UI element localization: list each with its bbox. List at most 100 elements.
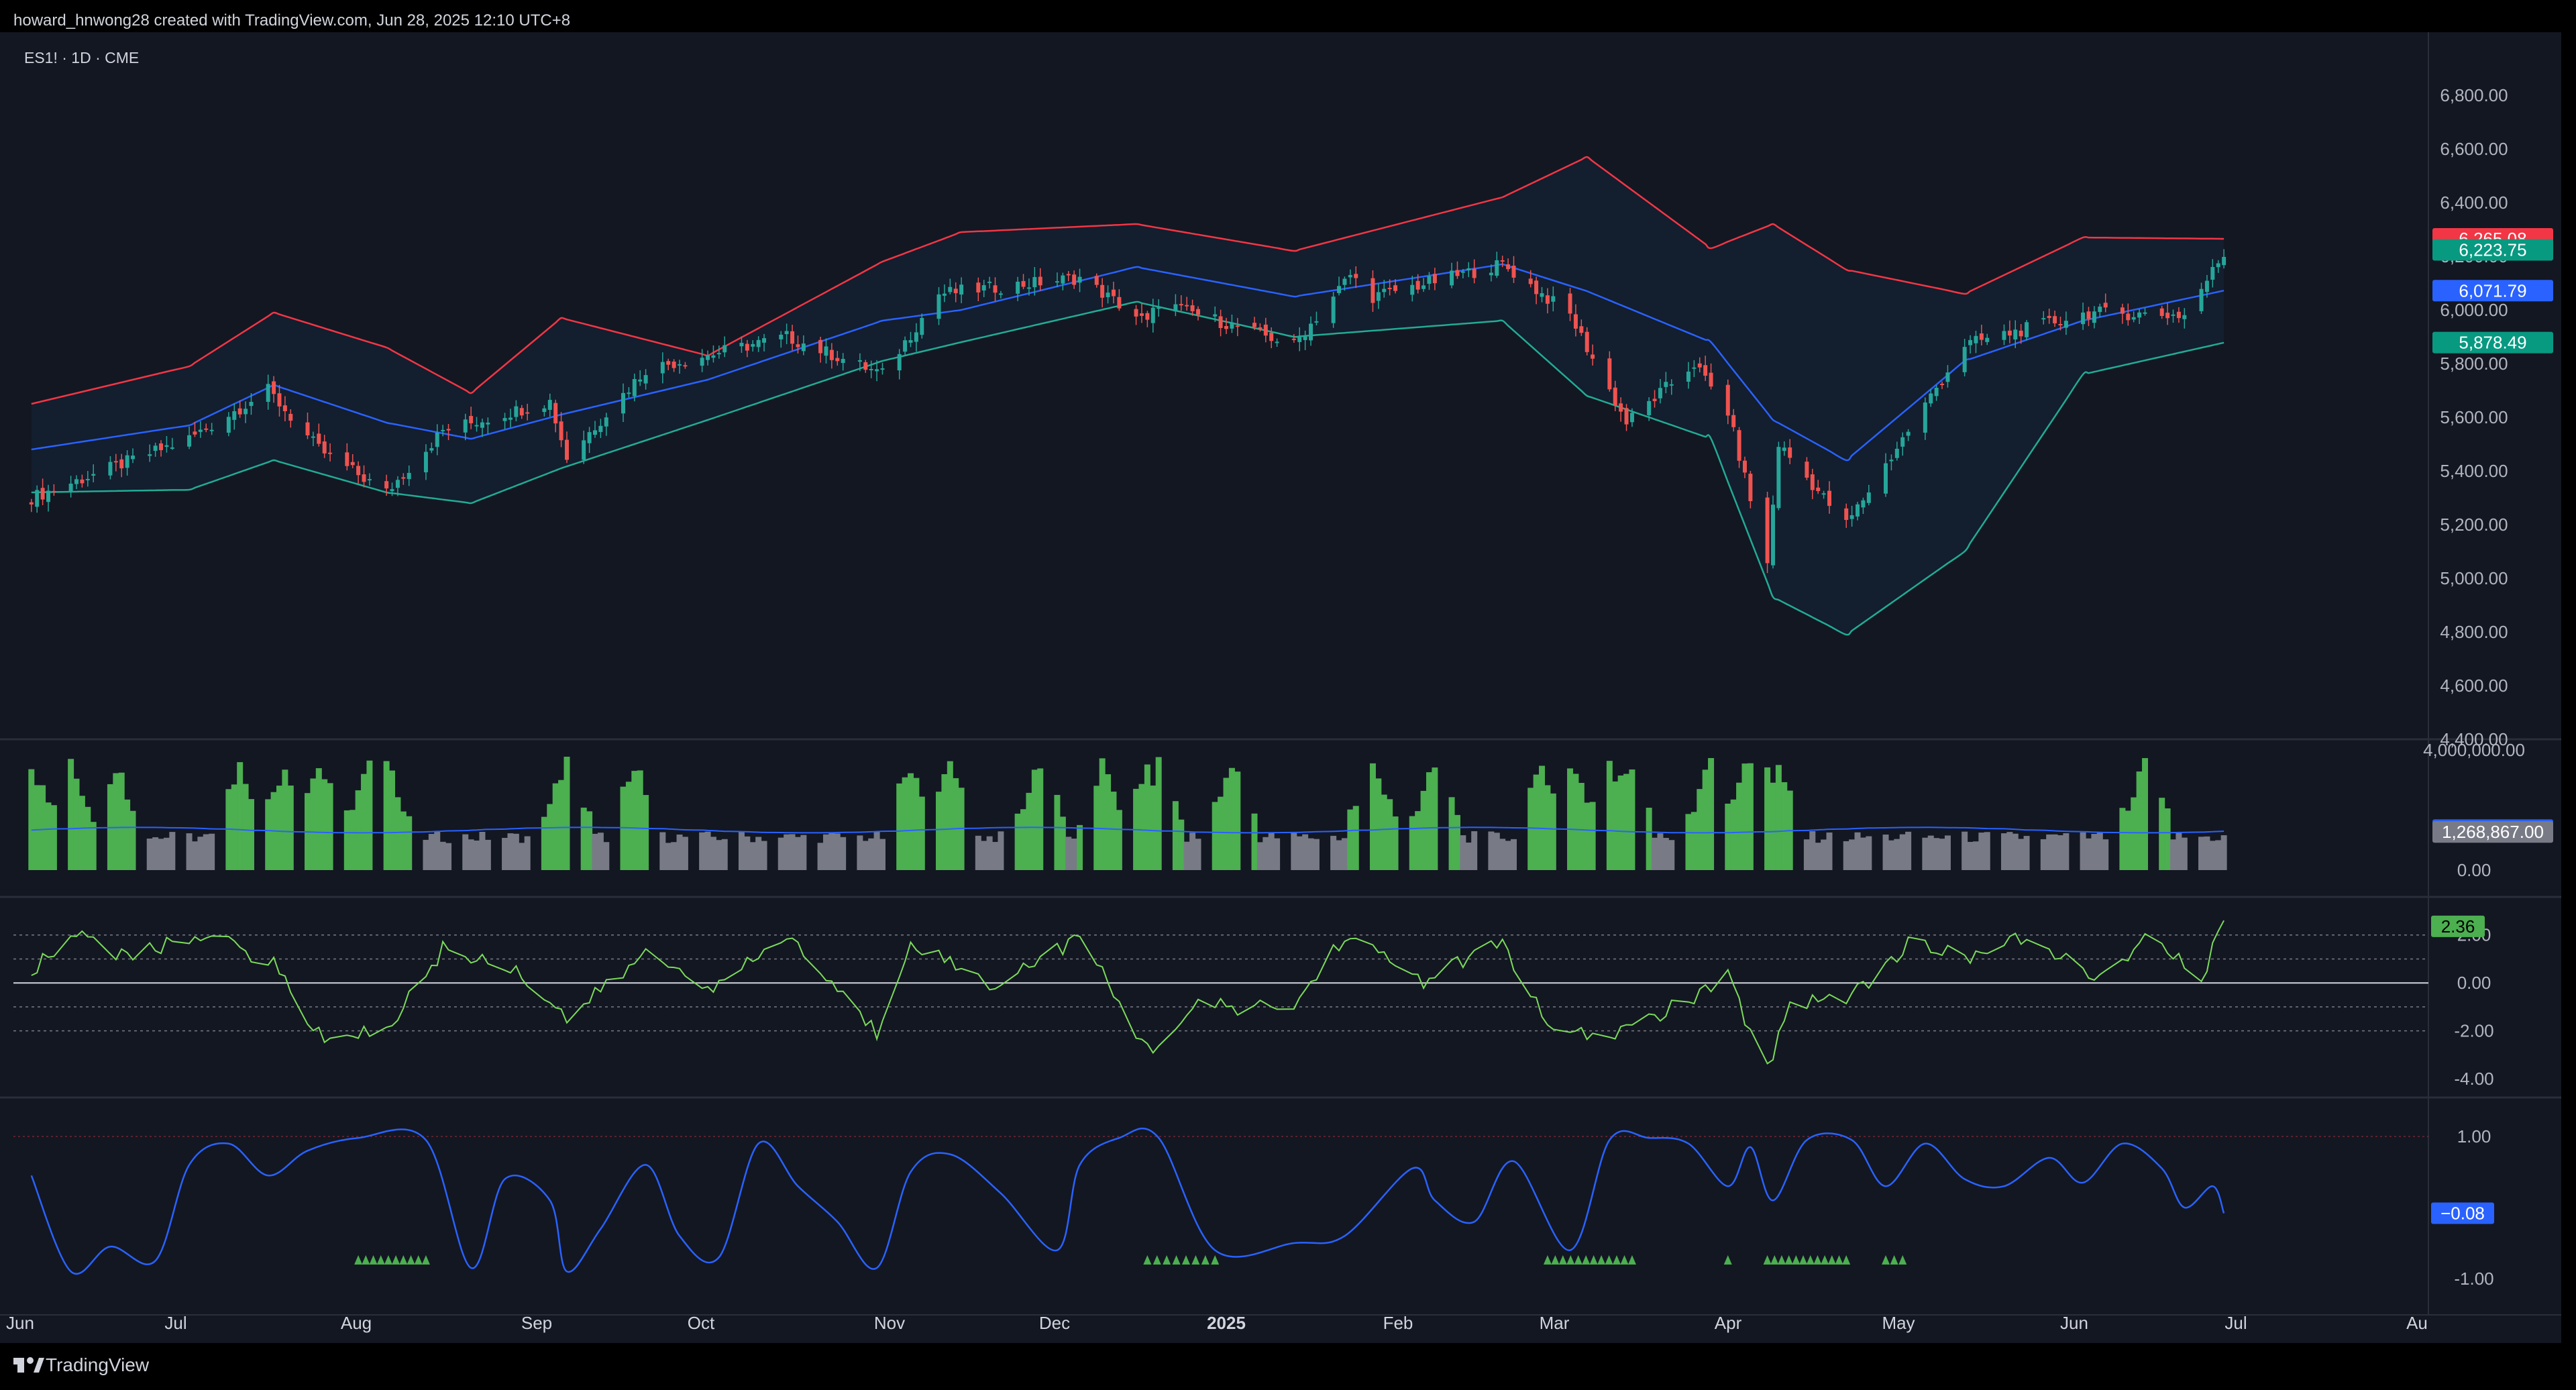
stochastic-value-badge[interactable]: −0.08 [2431,1202,2494,1224]
price-axis[interactable]: 6,800.006,600.006,400.006,200.006,000.00… [2423,85,2553,1289]
volume-bar[interactable] [1454,814,1460,870]
volume-bar[interactable] [209,833,215,870]
volume-bar[interactable] [1105,774,1112,870]
volume-bar[interactable] [659,832,666,870]
candle[interactable] [908,331,913,348]
volume-bar[interactable] [2142,758,2149,870]
candle[interactable] [818,336,823,363]
volume-bar[interactable] [2136,771,2143,870]
volume-bar[interactable] [1026,792,1032,870]
candle[interactable] [751,340,755,352]
candle[interactable] [857,353,862,372]
volume-bar[interactable] [163,837,170,870]
candle[interactable] [678,360,682,374]
volume-bar[interactable] [2220,835,2227,870]
candle[interactable] [1856,501,1860,521]
candle[interactable] [2210,259,2215,288]
volume-bar[interactable] [152,837,159,870]
volume-bar[interactable] [1071,839,1077,870]
candle[interactable] [288,409,293,428]
candle[interactable] [46,484,51,512]
candle[interactable] [1974,331,1978,354]
volume-bar[interactable] [1809,831,1816,870]
candle[interactable] [2137,309,2142,325]
candle[interactable] [1218,309,1223,337]
stochastic-line[interactable] [30,1127,2225,1275]
candle[interactable] [1940,381,1945,389]
candle[interactable] [486,417,490,435]
candle[interactable] [1692,360,1697,378]
candle[interactable] [1252,317,1257,331]
volume-bar[interactable] [1256,842,1263,870]
volume-bar[interactable] [146,838,153,870]
candle[interactable] [345,443,350,471]
candle[interactable] [1900,432,1905,456]
volume-bar[interactable] [631,771,638,870]
volume-bar[interactable] [755,837,762,870]
candle[interactable] [2222,249,2226,269]
volume-bar[interactable] [592,833,598,870]
volume-bar[interactable] [2085,838,2092,870]
volume-bar[interactable] [953,778,959,870]
candle[interactable] [1788,439,1792,464]
volume-bar[interactable] [716,840,722,870]
volume-bar[interactable] [1077,824,1083,870]
volume-bar[interactable] [625,782,632,870]
volume-bar[interactable] [129,810,136,870]
volume-bar[interactable] [158,839,164,870]
candle[interactable] [232,403,237,430]
candle[interactable] [1145,311,1150,327]
candle[interactable] [672,359,676,372]
candle[interactable] [119,453,124,478]
candle[interactable] [1585,327,1589,356]
volume-bar[interactable] [383,761,390,870]
volume-bar[interactable] [1420,790,1427,870]
volume-bar[interactable] [620,786,627,870]
candle[interactable] [1629,408,1634,427]
candle[interactable] [1805,457,1809,480]
candle[interactable] [1472,259,1477,284]
volume-bar[interactable] [1336,840,1342,870]
candle[interactable] [1765,491,1770,574]
candle[interactable] [226,412,231,437]
volume-bar[interactable] [1059,816,1066,870]
volume-bar[interactable] [1533,774,1540,870]
volume-bar[interactable] [462,834,469,870]
candle[interactable] [722,336,727,358]
candle[interactable] [987,276,992,288]
volume-bar[interactable] [287,785,294,870]
volume-bar[interactable] [434,831,441,870]
candle[interactable] [796,335,800,354]
candle[interactable] [1934,384,1939,401]
candle[interactable] [508,409,513,428]
volume-bar[interactable] [474,840,480,870]
candle[interactable] [564,431,569,464]
volume-bar[interactable] [828,833,835,870]
volume-bar[interactable] [2102,839,2109,870]
candle[interactable] [159,440,164,457]
candle[interactable] [282,396,287,422]
candle[interactable] [621,383,625,423]
candle[interactable] [1342,276,1347,291]
candle[interactable] [2165,303,2170,325]
volume-bar[interactable] [1065,837,1072,870]
candle[interactable] [2120,303,2125,324]
candle[interactable] [2204,274,2209,298]
candle[interactable] [756,336,761,352]
candle[interactable] [1455,261,1460,279]
volume-bar[interactable] [1263,837,1269,870]
volume-bar[interactable] [502,837,508,870]
candle[interactable] [1303,330,1307,350]
volume-bar[interactable] [1662,837,1669,870]
volume-bar[interactable] [1984,832,1990,870]
candle[interactable] [277,384,282,417]
volume-bar[interactable] [800,835,807,870]
volume-bar[interactable] [85,806,91,870]
candle[interactable] [1134,305,1138,325]
candle[interactable] [1077,268,1082,292]
candle[interactable] [1269,327,1274,349]
volume-bar[interactable] [1972,841,1979,870]
candle[interactable] [74,475,79,490]
volume-bar[interactable] [981,841,987,870]
volume-bar[interactable] [2046,834,2053,870]
